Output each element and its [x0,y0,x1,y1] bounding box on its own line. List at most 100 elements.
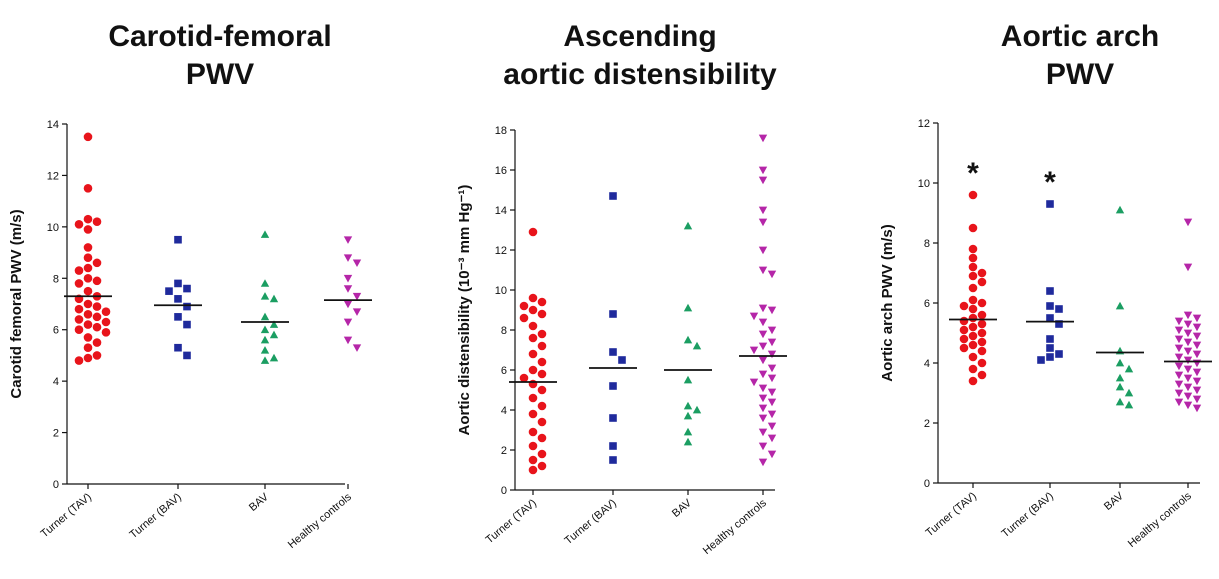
data-point [959,334,969,344]
data-point [528,465,538,475]
data-point [528,409,538,419]
data-point [343,254,353,262]
data-point [968,313,978,323]
y-tick-label: 2 [53,428,59,440]
data-point [352,259,362,268]
series-2 [1026,200,1074,364]
data-point [1174,317,1184,326]
data-point [977,298,987,308]
data-point [683,221,693,230]
chart-title-carotid-femoral: Carotid-femoral PWV [60,18,380,94]
data-point [1124,388,1134,397]
data-point [537,449,547,459]
series-3 [241,230,289,364]
data-point [977,346,987,356]
data-point [1115,382,1125,391]
data-point [269,330,279,339]
x-tick-label: BAV [247,491,271,514]
x-tick-label: Turner (TAV) [39,491,94,540]
x-tick-label: Turner (BAV) [1000,490,1056,540]
y-tick-label: 12 [918,118,930,130]
y-tick-label: 10 [495,285,507,297]
data-point [1115,358,1125,367]
data-point [174,343,182,352]
data-point [528,227,538,237]
data-point [537,385,547,395]
data-point [1183,263,1193,272]
chart-title-ascending: Ascending aortic distensibility [450,18,830,94]
data-point [767,410,777,419]
data-point [92,351,102,360]
x-tick-label: BAV [1102,490,1126,513]
data-point [269,294,279,303]
data-point [977,328,987,338]
data-point [1174,389,1184,398]
data-point [519,301,529,311]
data-point [968,331,978,341]
data-point [758,318,768,327]
data-point [1192,341,1202,350]
data-point [767,364,777,373]
data-point [528,305,538,315]
data-point [758,384,768,393]
data-point [260,230,270,238]
data-point [1192,395,1202,404]
data-point [74,279,84,288]
data-point [74,266,84,275]
data-point [609,310,617,318]
data-point [528,293,538,303]
data-point [537,297,547,307]
data-point [959,343,969,353]
significance-asterisk: * [1044,166,1056,199]
data-point [959,301,969,311]
data-point [758,206,768,215]
data-point [92,302,102,311]
data-point [977,310,987,320]
data-point [528,455,538,465]
data-point [977,358,987,368]
data-point [101,327,111,337]
series-2 [154,235,202,360]
y-tick-label: 18 [495,125,507,137]
data-point [1183,218,1193,227]
data-point [92,276,102,286]
data-point [74,219,84,229]
x-tick-label: BAV [670,497,694,520]
data-point [74,356,84,365]
data-point [767,270,777,279]
data-point [1046,314,1054,322]
data-point [749,346,759,355]
data-point [758,458,768,467]
y-tick-label: 0 [501,485,507,497]
data-point [758,442,768,451]
x-tick-label: Healthy controls [286,491,355,551]
data-point [1174,335,1184,344]
data-point [1192,323,1202,332]
data-point [343,336,353,345]
x-tick-label: Turner (TAV) [924,490,979,539]
data-point [537,417,547,427]
data-point [519,373,529,383]
data-point [968,376,978,386]
data-point [92,258,102,268]
series-4 [1164,218,1212,413]
series-4 [324,236,372,352]
data-point [968,244,978,254]
y-tick-label: 14 [495,205,507,217]
data-point [343,300,353,309]
data-point [959,325,969,335]
data-point [1183,374,1193,383]
x-tick-label: Turner (BAV) [563,497,619,547]
data-point [758,304,768,313]
data-point [1183,383,1193,392]
data-point [977,268,987,278]
data-point [758,394,768,403]
data-point [1055,350,1063,358]
data-point [183,284,191,293]
chart-panel-1: 0 2 4 6 8 10 12 14 Carotid femoral PWV (m/s) Turn… [8,119,372,551]
data-point [758,134,768,143]
data-point [537,433,547,443]
data-point [968,223,978,233]
data-point [83,343,93,353]
data-point [692,405,702,414]
